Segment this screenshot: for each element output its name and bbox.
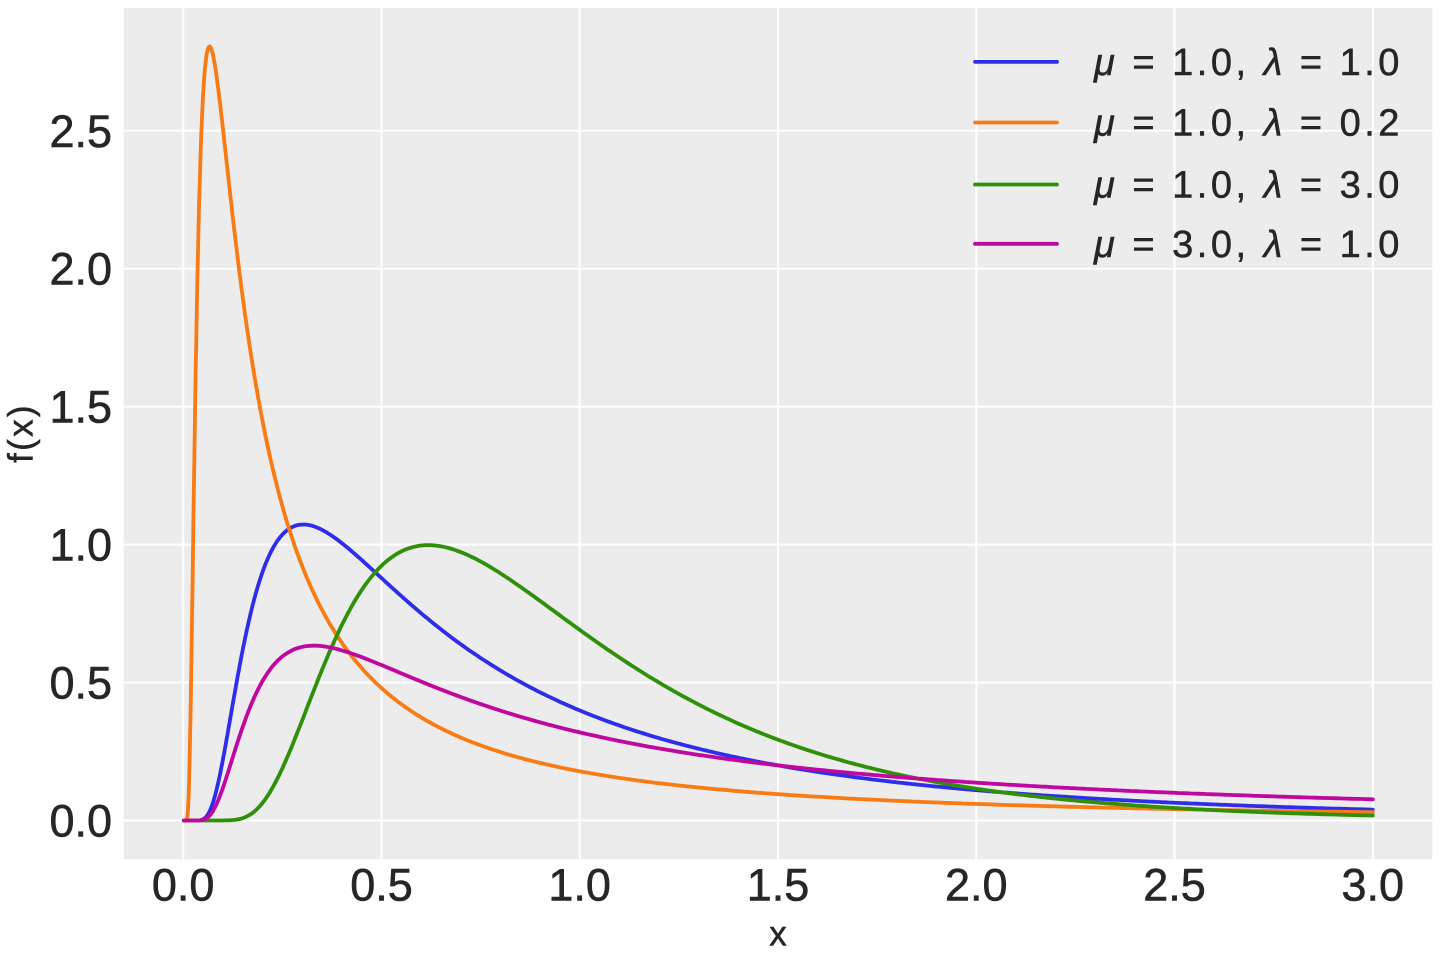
svg-text:μ = 1.0, λ = 1.0: μ = 1.0, λ = 1.0 bbox=[1093, 42, 1403, 84]
svg-text:0.5: 0.5 bbox=[350, 860, 413, 911]
svg-text:0.0: 0.0 bbox=[49, 796, 112, 847]
svg-text:2.5: 2.5 bbox=[1143, 860, 1206, 911]
svg-text:2.0: 2.0 bbox=[945, 860, 1008, 911]
svg-text:0.0: 0.0 bbox=[152, 860, 215, 911]
svg-text:f(x): f(x) bbox=[2, 403, 41, 463]
svg-text:1.0: 1.0 bbox=[49, 520, 112, 571]
svg-text:1.5: 1.5 bbox=[49, 382, 112, 433]
svg-text:x: x bbox=[769, 915, 787, 954]
svg-text:1.5: 1.5 bbox=[747, 860, 810, 911]
svg-text:1.0: 1.0 bbox=[548, 860, 611, 911]
svg-text:2.0: 2.0 bbox=[49, 244, 112, 295]
svg-text:μ = 3.0, λ = 1.0: μ = 3.0, λ = 1.0 bbox=[1093, 224, 1403, 266]
svg-text:μ = 1.0, λ = 3.0: μ = 1.0, λ = 3.0 bbox=[1093, 165, 1403, 207]
svg-text:2.5: 2.5 bbox=[49, 106, 112, 157]
svg-text:3.0: 3.0 bbox=[1342, 860, 1405, 911]
svg-text:0.5: 0.5 bbox=[49, 658, 112, 709]
svg-text:μ = 1.0, λ = 0.2: μ = 1.0, λ = 0.2 bbox=[1093, 103, 1403, 145]
